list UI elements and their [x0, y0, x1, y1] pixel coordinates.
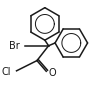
Text: Br: Br: [9, 41, 20, 51]
Text: O: O: [49, 68, 56, 78]
Text: Cl: Cl: [2, 67, 11, 77]
